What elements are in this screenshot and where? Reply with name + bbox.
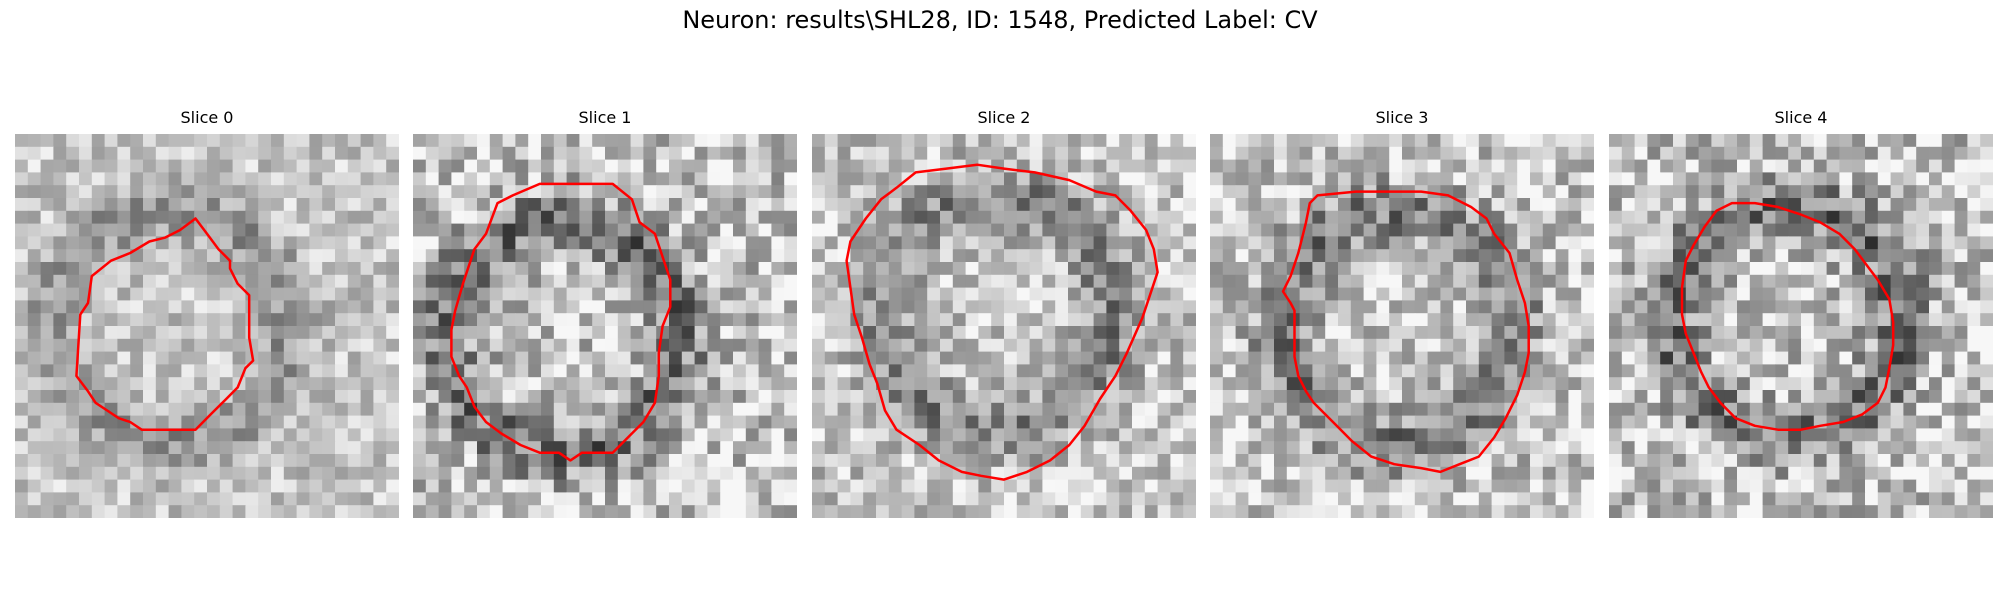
- segmentation-outline: [845, 163, 1159, 481]
- panel-title: Slice 4: [1774, 108, 1828, 127]
- segmentation-outline: [75, 217, 255, 431]
- slice-image: [812, 134, 1196, 518]
- slice-image: [15, 134, 399, 518]
- slice-image: [413, 134, 797, 518]
- segmentation-outline: [1680, 201, 1895, 431]
- segmentation-outline: [1281, 190, 1530, 474]
- panel-title: Slice 1: [578, 108, 632, 127]
- panel-title: Slice 0: [180, 108, 234, 127]
- figure-title: Neuron: results\SHL28, ID: 1548, Predict…: [682, 6, 1318, 34]
- slice-image: [1210, 134, 1594, 518]
- panel-title: Slice 2: [977, 108, 1031, 127]
- segmentation-outline: [450, 182, 672, 462]
- panel-title: Slice 3: [1375, 108, 1429, 127]
- slice-image: [1609, 134, 1993, 518]
